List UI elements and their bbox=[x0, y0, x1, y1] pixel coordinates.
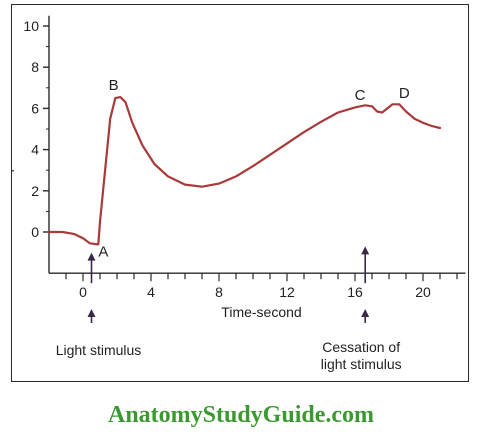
stimulus-off-label-line: Cessation of bbox=[322, 339, 400, 355]
stimulus-off-arrow-head bbox=[361, 246, 370, 255]
erg-response-line bbox=[47, 96, 442, 246]
point-label-a: A bbox=[98, 244, 108, 261]
x-axis-label: Time-second bbox=[221, 304, 301, 320]
x-tick-label: 12 bbox=[279, 284, 295, 300]
point-label-d: D bbox=[399, 85, 410, 102]
stimulus-off-label-line: light stimulus bbox=[321, 356, 402, 372]
x-tick-label: 20 bbox=[415, 284, 431, 300]
point-label-b: B bbox=[109, 77, 119, 94]
stimulus-on-arrow-head bbox=[87, 252, 96, 261]
chart-frame: 0 2 4 6 8 10 Amplitude - mV 0 4 8 12 16 20 Time-secon… bbox=[11, 4, 469, 382]
y-tick-label: 6 bbox=[31, 100, 39, 116]
point-label-c: C bbox=[355, 87, 366, 104]
x-tick-label: 8 bbox=[215, 284, 223, 300]
erg-line-chart: 0 2 4 6 8 10 Amplitude - mV 0 4 8 12 16 20 Time-secon… bbox=[12, 15, 466, 372]
y-axis-label: Amplitude - mV bbox=[12, 97, 14, 193]
x-tick-label: 0 bbox=[79, 284, 87, 300]
y-tick-label: 2 bbox=[31, 183, 39, 199]
x-tick-label: 4 bbox=[147, 284, 155, 300]
y-tick-label: 4 bbox=[31, 142, 39, 158]
y-tick-label: 8 bbox=[31, 59, 39, 75]
y-tick-label: 0 bbox=[31, 224, 39, 240]
y-tick-label: 10 bbox=[23, 18, 39, 34]
watermark: AnatomyStudyGuide.com bbox=[107, 402, 375, 428]
x-tick-label: 16 bbox=[347, 284, 363, 300]
stimulus-off-label-arrow-head bbox=[361, 309, 370, 317]
stimulus-on-label-arrow-head bbox=[87, 309, 96, 317]
stimulus-on-label: Light stimulus bbox=[56, 342, 142, 358]
